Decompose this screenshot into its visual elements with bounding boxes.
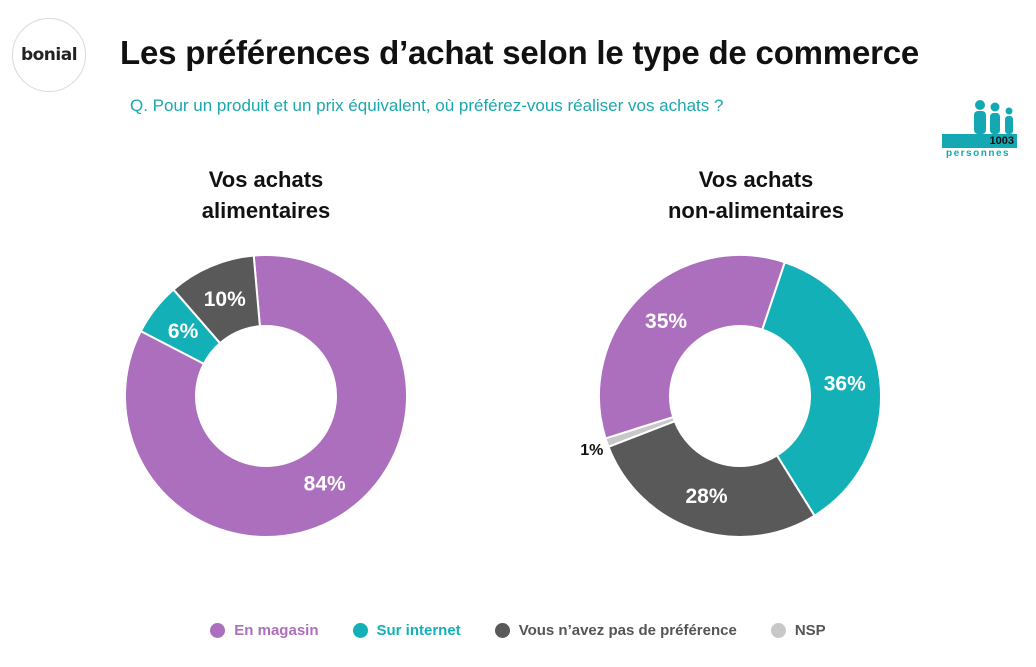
chart-title-line: non-alimentaires	[667, 198, 845, 223]
survey-question: Q. Pour un produit et un prix équivalent…	[130, 96, 724, 115]
chart-title-food: Vos achats alimentaires	[106, 164, 426, 226]
sample-count: 1003	[942, 134, 1017, 148]
legend-item-en-magasin: En magasin	[210, 622, 319, 639]
slice-value-label: 84%	[304, 473, 346, 496]
legend-dot-icon	[210, 623, 226, 638]
donut-slice-en-magasin	[598, 254, 787, 440]
page-title: Les préférences d’achat selon le type de…	[120, 34, 920, 71]
legend-dot-icon	[352, 623, 368, 638]
logo-text: bonial	[20, 45, 78, 65]
sample-size-badge: 1003 personnes	[942, 98, 1020, 160]
bonial-logo: bonial	[12, 18, 86, 92]
legend-item-pas-de-preference: Vous n’avez pas de préférence	[494, 622, 737, 639]
legend-dot-icon	[494, 623, 510, 638]
slice-value-label: 35%	[645, 310, 687, 333]
chart-title-line: Vos achats	[208, 167, 324, 192]
legend-label: NSP	[794, 622, 826, 639]
chart-title-line: alimentaires	[201, 198, 331, 223]
donut-slice-vous-n-avez-pas-de-preference	[607, 419, 816, 538]
legend-dot-icon	[770, 623, 786, 638]
legend-label: Vous n’avez pas de préférence	[518, 622, 737, 639]
donut-slice-sur-internet	[760, 261, 882, 518]
legend-label: Sur internet	[376, 622, 461, 639]
chart-title-nonfood: Vos achats non-alimentaires	[596, 164, 916, 226]
slice-value-label: 10%	[204, 288, 246, 311]
legend-item-sur-internet: Sur internet	[352, 622, 461, 639]
slice-value-label: 28%	[686, 485, 728, 508]
slice-value-label: 1%	[580, 442, 603, 459]
donut-slice-en-magasin	[124, 254, 408, 538]
slice-value-label: 6%	[168, 320, 199, 343]
legend-item-nsp: NSP	[770, 622, 826, 639]
legend-label: En magasin	[234, 622, 319, 639]
slice-value-label: 36%	[824, 373, 866, 396]
legend: En magasin Sur internet Vous n’avez pas …	[0, 622, 1036, 639]
chart-title-line: Vos achats	[698, 167, 814, 192]
sample-label: personnes	[946, 148, 1011, 159]
donut-slice-vous-n-avez-pas-de-preference	[172, 254, 261, 345]
people-icon	[974, 100, 1013, 134]
